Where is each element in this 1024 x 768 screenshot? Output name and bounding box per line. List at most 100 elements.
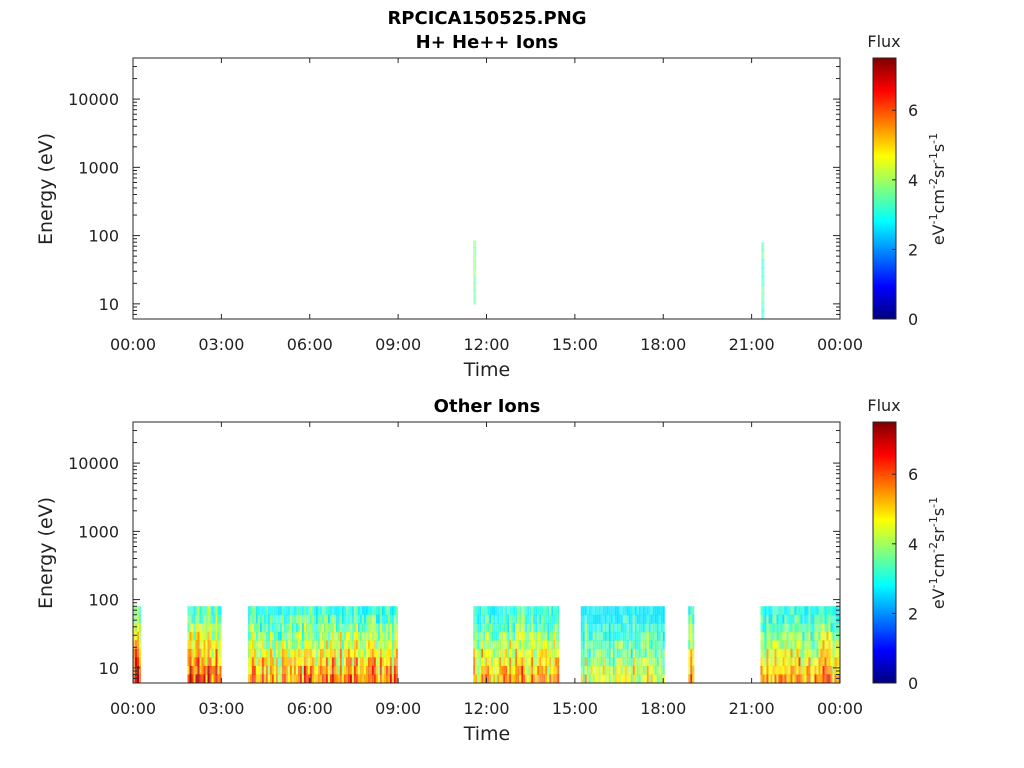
flux-cell (616, 657, 619, 667)
flux-cell (333, 606, 336, 616)
flux-cell (345, 631, 348, 641)
flux-cell (335, 674, 338, 683)
flux-cell (307, 631, 310, 641)
flux-cell (311, 631, 314, 641)
flux-cell (541, 631, 544, 641)
flux-cell (301, 665, 304, 676)
flux-cell (393, 657, 396, 667)
x-tick-label: 06:00 (287, 335, 333, 354)
flux-cell (365, 606, 368, 616)
flux-cell (355, 623, 358, 633)
flux-cell (263, 631, 266, 641)
flux-cell (763, 301, 765, 312)
flux-cell (523, 606, 526, 616)
flux-cell (207, 631, 210, 641)
flux-cell (590, 631, 593, 641)
flux-cell (323, 631, 326, 641)
flux-cell (297, 665, 300, 676)
flux-cell (263, 640, 266, 650)
flux-cell (475, 247, 477, 256)
flux-cell (483, 606, 486, 616)
flux-cell (315, 631, 318, 641)
flux-cell (584, 665, 587, 676)
flux-cell (367, 674, 370, 683)
flux-cell (139, 606, 141, 616)
flux-cell (519, 648, 522, 659)
flux-cell (594, 674, 597, 683)
flux-cell (818, 614, 821, 624)
flux-cell (604, 657, 607, 667)
flux-cell (764, 648, 767, 659)
flux-cell (798, 674, 801, 683)
flux-cell (507, 674, 510, 683)
flux-cell (688, 665, 691, 676)
flux-cell (766, 648, 769, 659)
flux-cell (263, 648, 266, 659)
flux-cell (644, 674, 647, 683)
flux-cell (614, 648, 617, 659)
flux-cell (379, 657, 382, 667)
flux-cell (507, 657, 510, 667)
flux-cell (834, 606, 837, 616)
flux-cell (391, 623, 394, 633)
flux-cell (539, 623, 542, 633)
flux-cell (287, 657, 290, 667)
flux-cell (784, 665, 787, 676)
flux-cell (389, 606, 392, 616)
flux-cell (497, 614, 500, 624)
flux-cell (247, 631, 250, 641)
flux-cell (489, 648, 492, 659)
flux-cell (315, 657, 318, 667)
flux-cell (473, 240, 475, 249)
flux-cell (598, 623, 601, 633)
flux-cell (582, 665, 585, 676)
flux-cell (203, 640, 206, 650)
flux-cell (537, 623, 540, 633)
colorbar-title: Flux (867, 396, 900, 415)
flux-cell (517, 648, 520, 659)
flux-cell (305, 631, 308, 641)
flux-cell (381, 674, 384, 683)
flux-cell (501, 606, 504, 616)
flux-cell (525, 640, 528, 650)
flux-cell (590, 665, 593, 676)
flux-cell (375, 674, 378, 683)
flux-cell (527, 631, 530, 641)
flux-cell (395, 606, 398, 616)
flux-cell (804, 606, 807, 616)
flux-cell (816, 665, 819, 676)
flux-cell (495, 614, 498, 624)
y-tick-label: 10000 (68, 454, 119, 473)
flux-cell (761, 310, 763, 319)
flux-cell (289, 640, 292, 650)
flux-cell (838, 640, 840, 650)
flux-cell (790, 614, 793, 624)
flux-cell (297, 657, 300, 667)
flux-cell (588, 640, 591, 650)
flux-cell (638, 657, 641, 667)
flux-cell (648, 648, 651, 659)
flux-cell (764, 665, 767, 676)
flux-cell (277, 665, 280, 676)
flux-cell (642, 623, 645, 633)
flux-cell (804, 623, 807, 633)
flux-cell (309, 665, 312, 676)
flux-cell (329, 674, 332, 683)
flux-cell (626, 623, 629, 633)
spectrogram-data (133, 606, 840, 683)
flux-cell (385, 614, 388, 624)
flux-cell (309, 640, 312, 650)
flux-cell (317, 665, 320, 676)
x-tick-label: 15:00 (552, 335, 598, 354)
flux-cell (285, 648, 288, 659)
flux-cell (303, 606, 306, 616)
flux-cell (213, 657, 216, 667)
flux-cell (393, 640, 396, 650)
flux-cell (832, 648, 835, 659)
flux-cell (533, 674, 536, 683)
flux-cell (297, 631, 300, 641)
flux-cell (321, 665, 324, 676)
flux-cell (766, 606, 769, 616)
flux-cell (832, 623, 835, 633)
flux-cell (307, 606, 310, 616)
